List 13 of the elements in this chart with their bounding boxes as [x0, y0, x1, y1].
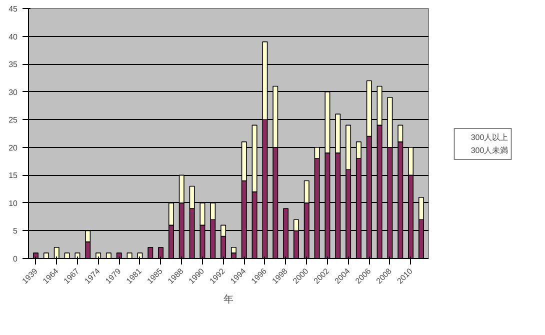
y-tick-label: 35 — [8, 60, 18, 70]
y-tick-label: 20 — [8, 143, 18, 152]
y-tick-label: 30 — [8, 88, 18, 97]
y-tick-label: 25 — [8, 116, 18, 125]
y-tick-label: 5 — [13, 226, 18, 236]
text: 300人未満 — [470, 145, 508, 156]
y-tick-label: 10 — [8, 198, 18, 208]
y-tick-label: 45 — [8, 4, 18, 14]
x-axis-title: 年 — [224, 293, 234, 306]
text: 300人以上 — [470, 132, 508, 143]
y-tick-label: 0 — [13, 254, 18, 264]
y-tick-label: 40 — [8, 32, 18, 42]
y-tick-label: 15 — [8, 171, 18, 180]
